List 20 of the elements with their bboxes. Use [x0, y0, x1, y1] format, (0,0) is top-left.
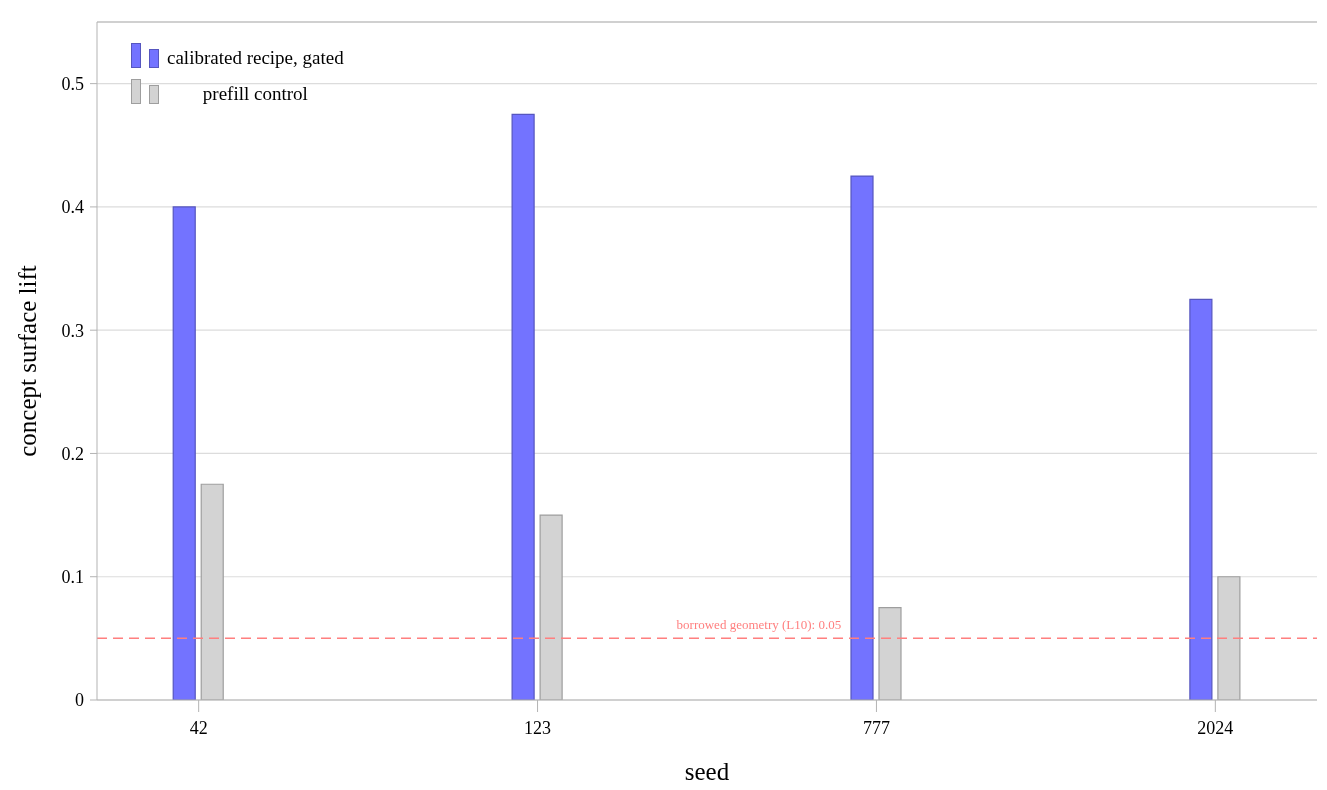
- x-axis-title: seed: [684, 758, 730, 785]
- x-tick-label: 777: [862, 717, 890, 738]
- y-tick-label: 0.5: [61, 74, 84, 95]
- bar: [172, 206, 196, 700]
- y-tick-label: 0.1: [61, 567, 84, 588]
- y-tick-label: 0: [75, 690, 84, 711]
- y-tick-label: 0.4: [61, 197, 84, 218]
- x-tick-label: 123: [524, 717, 552, 738]
- y-tick-label: 0.3: [61, 320, 84, 341]
- ref-line-label: borrowed geometry (L10): 0.05: [676, 617, 842, 633]
- bar: [878, 606, 902, 700]
- bar: [1189, 298, 1213, 700]
- y-axis-title: concept surface lift: [14, 265, 41, 457]
- x-tick-label: 2024: [1197, 717, 1234, 738]
- bar: [511, 113, 535, 700]
- legend-label: calibrated recipe, gated: [167, 47, 344, 69]
- y-tick-label: 0.2: [61, 443, 84, 464]
- bar: [850, 175, 874, 700]
- x-tick-label: 42: [189, 717, 208, 738]
- legend-label: prefill control: [201, 83, 309, 105]
